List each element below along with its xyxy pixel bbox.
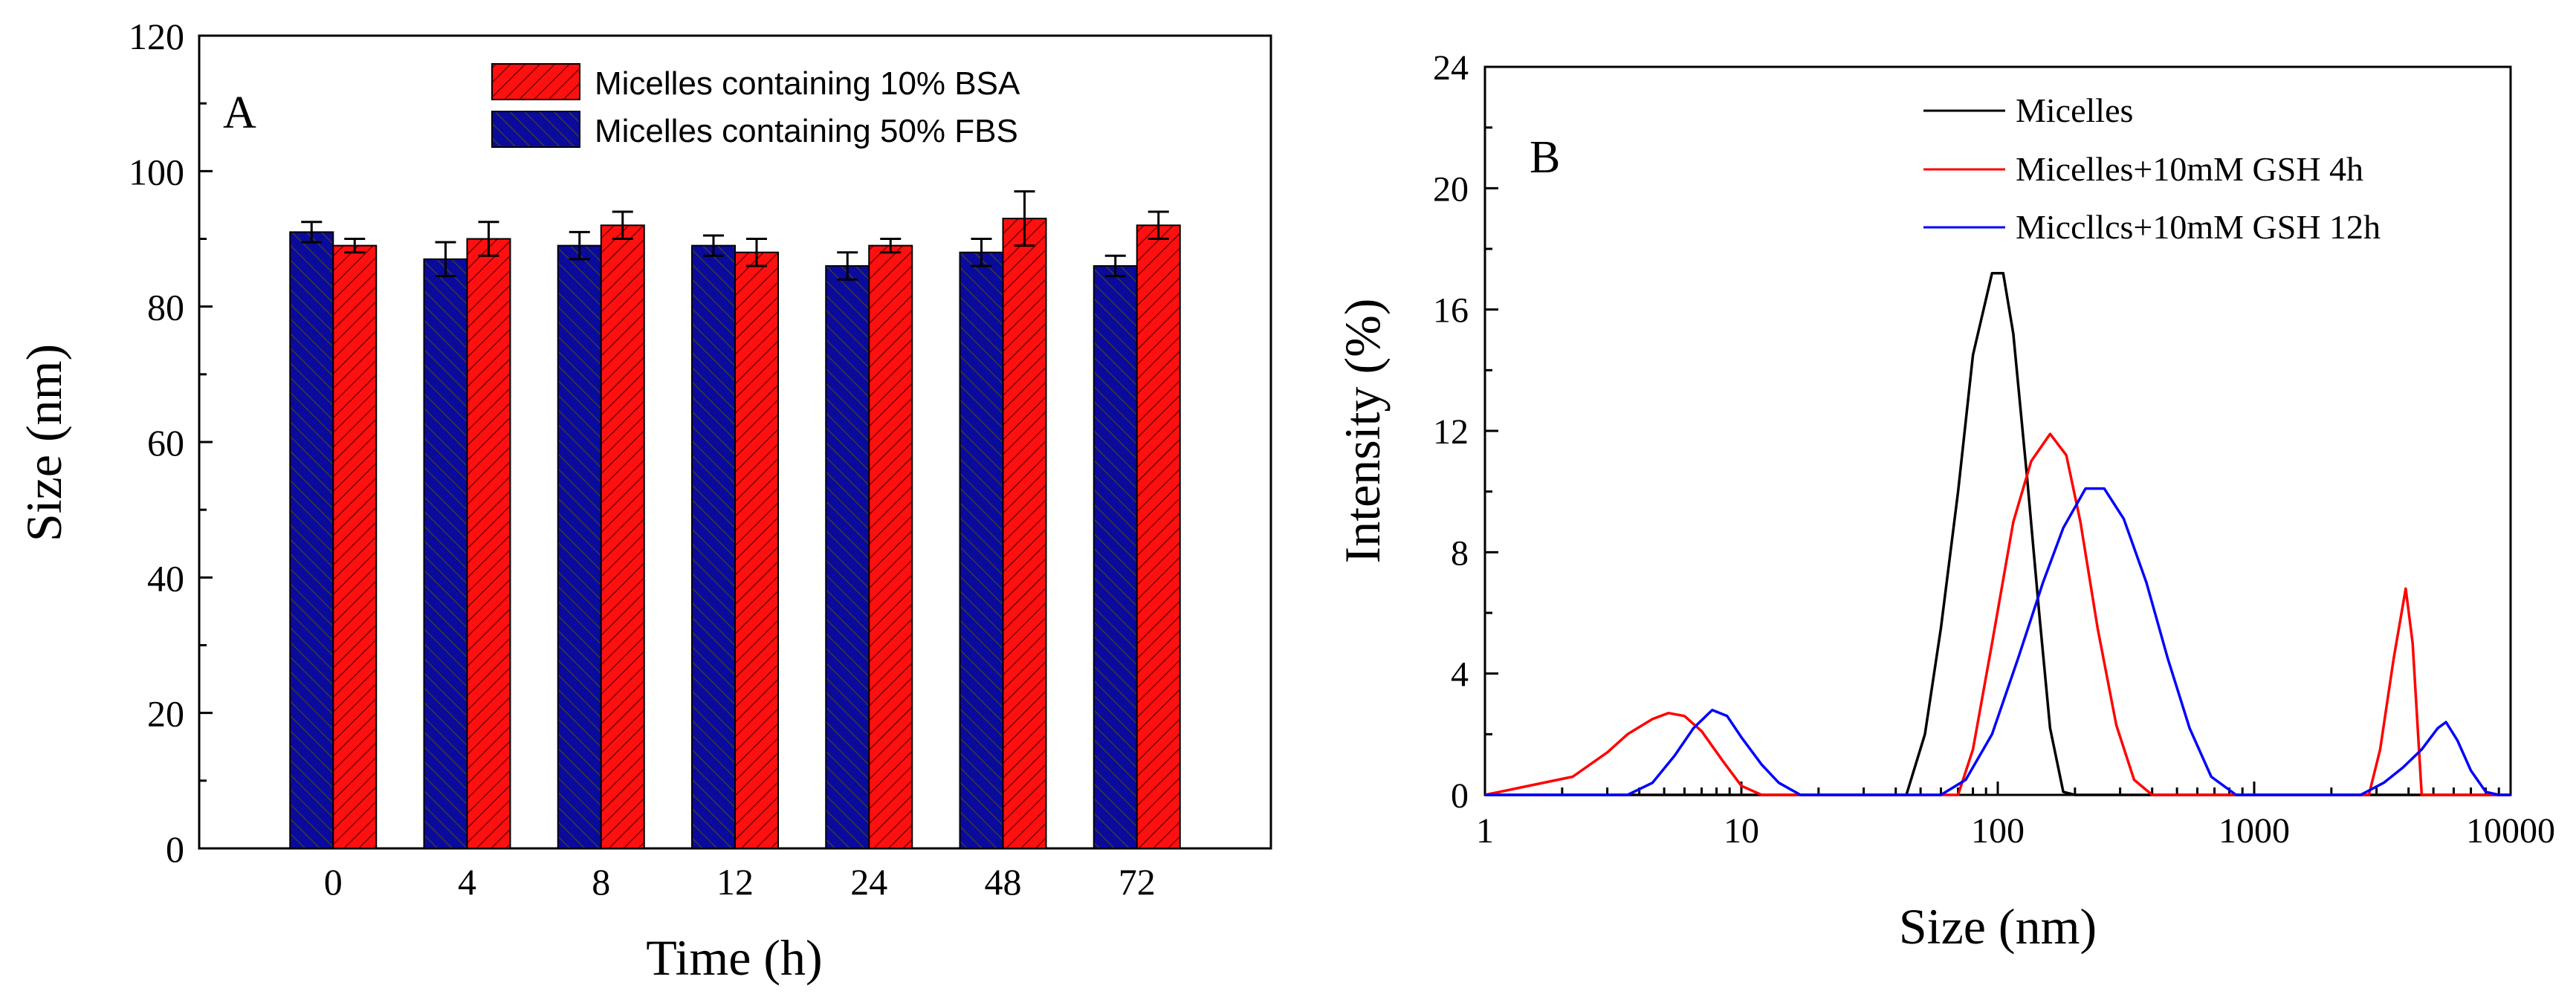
bar-fbs — [691, 244, 736, 850]
y-tick-label: 12 — [1433, 412, 1469, 452]
x-tick-label: 1 — [1476, 811, 1494, 851]
panel-a-error-bars — [301, 190, 1169, 281]
panel-b-label: B — [1530, 132, 1560, 183]
y-tick-label: 4 — [1451, 655, 1469, 695]
bar-bsa — [1136, 224, 1181, 849]
bar-fbs — [825, 264, 870, 849]
y-tick-label: 100 — [129, 151, 184, 192]
x-tick-label: 10 — [1724, 811, 1759, 851]
y-tick-label: 0 — [1451, 776, 1469, 816]
panel-b-series-lines — [1484, 271, 2511, 796]
panel-a-y-axis-label: Size (nm) — [16, 344, 72, 542]
panel-a-x-ticks: 0 4 8 12 24 48 72 — [324, 835, 1156, 903]
series-line-micelles — [1485, 271, 2511, 796]
panel-a-x-axis-label: Time (h) — [646, 929, 822, 986]
x-tick-label: 72 — [1119, 861, 1156, 903]
y-tick-label: 20 — [1433, 169, 1469, 209]
legend-label-fbs: Micelles containing 50% FBS — [595, 113, 1018, 149]
legend-swatch-fbs — [491, 111, 580, 148]
panel-b-y-ticks: 0 4 8 12 16 20 24 — [1433, 48, 1498, 816]
x-tick-label: 0 — [324, 861, 343, 903]
panel-b-y-axis-label: Intensity (%) — [1334, 299, 1391, 564]
panel-a-legend: Micelles containing 10% BSA Micelles con… — [491, 63, 1020, 149]
panel-b-x-axis-label: Size (nm) — [1899, 898, 2097, 955]
series-line-gsh-4h — [1484, 432, 2511, 796]
x-tick-label: 48 — [985, 861, 1022, 903]
x-tick-label: 10000 — [2466, 811, 2555, 851]
bar-bsa — [600, 224, 645, 849]
y-tick-label: 20 — [147, 693, 184, 735]
panel-b-x-ticks: 1 10 100 1000 10000 — [1476, 782, 2555, 851]
bar-bsa — [466, 238, 511, 849]
bar-bsa — [1002, 218, 1047, 849]
series-line-gsh-12h — [1485, 487, 2511, 796]
x-tick-label: 100 — [1971, 811, 2025, 851]
panel-a-label: A — [223, 88, 256, 138]
x-tick-label: 12 — [716, 861, 754, 903]
bar-bsa — [332, 244, 378, 850]
y-tick-label: 24 — [1433, 48, 1469, 88]
y-tick-label: 80 — [147, 287, 184, 328]
legend-label-gsh-4h: Micelles+10mM GSH 4h — [2016, 150, 2363, 188]
bar-bsa — [734, 251, 779, 849]
bar-fbs — [1093, 264, 1138, 849]
bar-fbs — [423, 258, 468, 850]
legend-label-bsa: Micelles containing 10% BSA — [595, 65, 1020, 102]
y-tick-label: 8 — [1451, 533, 1469, 573]
x-tick-label: 8 — [592, 861, 610, 903]
x-tick-label: 1000 — [2219, 811, 2290, 851]
panel-a-bars — [289, 218, 1181, 850]
y-tick-label: 60 — [147, 422, 184, 464]
panel-b-legend: Micelles Micelles+10mM GSH 4h Miccllcs+1… — [1923, 91, 2381, 246]
bar-bsa — [868, 244, 913, 850]
bar-fbs — [959, 251, 1004, 849]
panel-a-y-ticks: 0 20 40 60 80 100 120 — [129, 16, 213, 870]
y-tick-label: 120 — [129, 16, 184, 57]
legend-swatch-bsa — [491, 63, 580, 100]
y-tick-label: 0 — [166, 828, 184, 870]
y-tick-label: 40 — [147, 557, 184, 599]
x-tick-label: 4 — [458, 861, 476, 903]
bar-fbs — [289, 231, 334, 849]
legend-label-gsh-12h: Miccllcs+10mM GSH 12h — [2016, 208, 2381, 246]
y-tick-label: 16 — [1433, 291, 1469, 331]
legend-label-micelles: Micelles — [2016, 91, 2133, 129]
x-tick-label: 24 — [850, 861, 887, 903]
bar-fbs — [557, 244, 602, 850]
